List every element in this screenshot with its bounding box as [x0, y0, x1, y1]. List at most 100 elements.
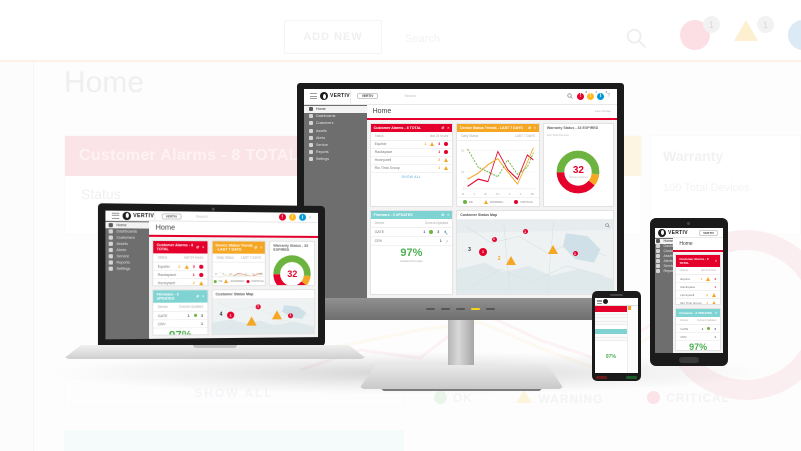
- phone-screen[interactable]: 97%: [595, 298, 638, 373]
- table-row[interactable]: Equinix 1 3: [676, 275, 720, 283]
- close-icon[interactable]: ×: [714, 259, 717, 263]
- dashboard-search-input[interactable]: VERTIV Search: [349, 89, 567, 104]
- close-icon[interactable]: ×: [714, 311, 717, 316]
- sidebar-item-settings[interactable]: Settings: [304, 156, 367, 163]
- table-row[interactable]: CRV 1?: [370, 237, 453, 247]
- table-row[interactable]: Equinix 1 3: [153, 262, 208, 271]
- table-row[interactable]: Equinix 1 3: [370, 141, 453, 149]
- critical-alert-icon[interactable]: !: [278, 213, 286, 221]
- warning-alert-icon[interactable]: !: [288, 213, 296, 221]
- sidebar-item-service[interactable]: Service: [304, 141, 367, 148]
- hamburger-menu-icon[interactable]: [111, 212, 120, 219]
- gear-icon[interactable]: ⚙: [527, 125, 531, 130]
- map-marker-critical[interactable]: 1: [479, 248, 488, 257]
- vertiv-pill-button[interactable]: VERTIV: [356, 93, 379, 100]
- table-row[interactable]: GATE 1 3: [676, 325, 720, 334]
- tablet-home-button[interactable]: [679, 357, 699, 363]
- map-marker-warning[interactable]: [246, 316, 257, 326]
- sidebar-item-alerts[interactable]: Alerts: [304, 134, 367, 141]
- table-row[interactable]: Rackspace 1: [153, 270, 208, 280]
- map-marker-warning[interactable]: [271, 310, 282, 320]
- firmware-col-status[interactable]: Current Updates: [424, 221, 449, 226]
- gear-icon[interactable]: ⚙: [441, 213, 445, 218]
- sidebar-item-dashboards[interactable]: Dashboards: [655, 244, 683, 249]
- firmware-col-status[interactable]: Current Updates: [696, 319, 716, 323]
- laptop-search-input[interactable]: VERTIV Search: [154, 211, 279, 222]
- phone-list-item[interactable]: [595, 314, 627, 319]
- map-marker-critical[interactable]: 1: [287, 312, 293, 318]
- close-icon[interactable]: ×: [533, 125, 536, 130]
- phone-list-item[interactable]: [595, 334, 627, 338]
- firmware-col-status[interactable]: Current Updates: [178, 304, 204, 309]
- sidebar-item-customers[interactable]: Customers: [655, 249, 681, 254]
- map-marker-critical[interactable]: 1: [491, 236, 497, 242]
- map-marker-critical[interactable]: 1: [572, 251, 578, 257]
- critical-alert-icon[interactable]: ! 8: [577, 90, 587, 100]
- alarms-col-range[interactable]: last 24 hours: [429, 133, 449, 138]
- table-row[interactable]: GATE 1 3 🔧: [370, 228, 453, 238]
- background-search-input[interactable]: Search: [405, 33, 440, 45]
- phone-button-left[interactable]: [596, 376, 607, 379]
- question-mark-icon[interactable]: ?: [308, 214, 312, 220]
- sidebar-item-home[interactable]: Home: [655, 239, 674, 244]
- laptop-screen[interactable]: VERTIV VERTIV Search ! ! i ? Hom: [105, 210, 319, 340]
- alarms-col-range[interactable]: last 24 hours: [184, 255, 204, 260]
- phone-list-item[interactable]: [595, 318, 627, 322]
- map-marker-critical[interactable]: 1: [255, 304, 261, 310]
- background-warning-badge[interactable]: 1: [734, 16, 774, 50]
- monitor-power-button[interactable]: [471, 308, 480, 310]
- sidebar-item-assets[interactable]: Assets: [304, 127, 367, 134]
- trends-col-range[interactable]: LAST 7 DAYS: [240, 255, 262, 260]
- background-critical-badge[interactable]: 1: [680, 16, 720, 50]
- map-marker-critical[interactable]: 1: [522, 229, 528, 235]
- monitor-button[interactable]: [426, 308, 435, 310]
- phone-list-item[interactable]: [595, 337, 627, 341]
- trends-col-range[interactable]: LAST 7 DAYS: [514, 133, 535, 138]
- table-row[interactable]: Rackspace 1: [676, 283, 720, 291]
- gear-icon[interactable]: ⚙: [195, 245, 199, 250]
- info-alert-icon[interactable]: i: [298, 213, 306, 221]
- sidebar-item-reports[interactable]: Reports: [655, 268, 676, 273]
- sidebar-item-home[interactable]: Home: [304, 105, 367, 113]
- alarms-show-all-link[interactable]: SHOW ALL: [401, 174, 422, 179]
- close-icon[interactable]: ×: [260, 245, 263, 250]
- gear-icon[interactable]: ⚙: [441, 125, 445, 130]
- sidebar-item-settings[interactable]: Settings: [105, 266, 149, 272]
- vertiv-pill-button[interactable]: VERTIV: [161, 212, 182, 220]
- table-row[interactable]: Rackspace 1: [370, 149, 453, 157]
- sidebar-item-assets[interactable]: Assets: [655, 254, 674, 259]
- map-canvas[interactable]: 1 4 1 1: [212, 299, 315, 335]
- question-mark-icon[interactable]: ?: [607, 93, 610, 100]
- table-row[interactable]: Honeywell 2: [676, 291, 720, 299]
- map-marker-warning[interactable]: [547, 245, 558, 255]
- hamburger-menu-icon[interactable]: [597, 299, 602, 305]
- phone-button-right[interactable]: [626, 376, 637, 379]
- gear-icon[interactable]: ⚙: [253, 245, 258, 250]
- close-icon[interactable]: ×: [202, 294, 205, 299]
- hamburger-menu-icon[interactable]: [310, 93, 317, 100]
- phone-list-item[interactable]: [595, 311, 627, 315]
- phone-list-item[interactable]: [595, 321, 627, 325]
- table-row[interactable]: Rio Tinto Group 1: [676, 299, 720, 305]
- close-icon[interactable]: ×: [447, 125, 450, 130]
- sidebar-item-reports[interactable]: Reports: [304, 148, 367, 155]
- alarms-col-range[interactable]: last 24 hours: [701, 269, 716, 272]
- table-row[interactable]: CRV 1: [676, 333, 720, 342]
- background-info-badge[interactable]: 1: [788, 20, 801, 50]
- close-icon[interactable]: ×: [202, 245, 205, 250]
- close-icon[interactable]: ×: [447, 213, 450, 218]
- table-row[interactable]: Rio Tinto Group 1: [370, 165, 453, 173]
- vertiv-pill-button[interactable]: VERTIV: [699, 229, 718, 236]
- search-icon[interactable]: [625, 27, 647, 49]
- map-canvas[interactable]: 1 3 1 1 1 2: [457, 220, 613, 294]
- sidebar-item-dashboards[interactable]: Dashboards: [304, 113, 367, 120]
- sidebar-item-service[interactable]: Service: [655, 263, 675, 269]
- background-add-new-button[interactable]: ADD NEW: [284, 20, 382, 54]
- sidebar-item-alerts[interactable]: Alerts: [655, 259, 673, 264]
- tablet-screen[interactable]: VERTIV VERTIV Home Dashboards Customers …: [655, 228, 723, 353]
- table-row[interactable]: Honeywell 2: [370, 157, 453, 165]
- map-marker-warning[interactable]: [505, 255, 516, 265]
- background-show-all-button[interactable]: SHOW ALL: [64, 378, 404, 408]
